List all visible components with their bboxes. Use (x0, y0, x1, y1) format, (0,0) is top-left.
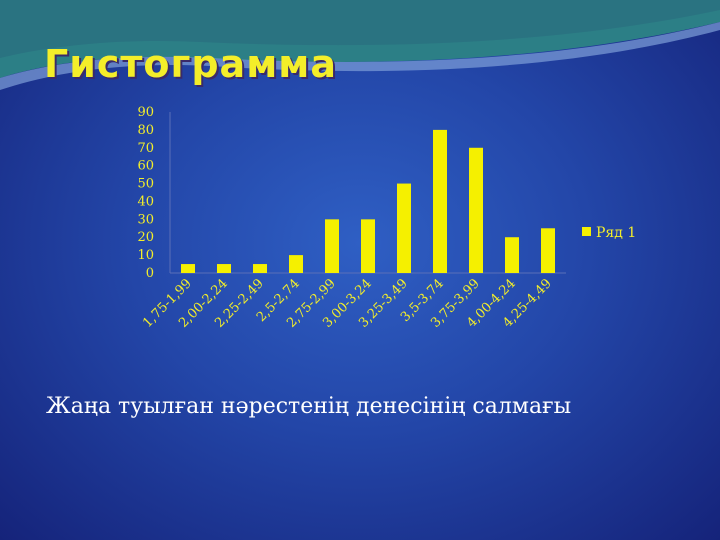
bar (505, 237, 519, 273)
y-tick-label: 50 (137, 177, 154, 192)
bar (469, 147, 483, 273)
header-decoration (0, 0, 720, 90)
bar (289, 255, 303, 273)
bar (253, 264, 267, 273)
bar (361, 219, 375, 273)
y-tick-label: 10 (137, 248, 154, 263)
x-axis-labels: 1,75-1,992,00-2,242,25-2,492,5-2,742,75-… (140, 276, 555, 331)
bar (397, 183, 411, 273)
bar (433, 129, 447, 273)
legend-swatch (582, 227, 591, 236)
bar (325, 219, 339, 273)
y-tick-label: 70 (137, 141, 154, 156)
y-tick-label: 20 (137, 230, 154, 245)
y-tick-label: 40 (137, 194, 154, 209)
legend: Ряд 1 (582, 225, 636, 241)
slide-title: Гистограмма (44, 42, 337, 86)
y-tick-label: 60 (137, 159, 154, 174)
y-tick-label: 30 (137, 212, 154, 227)
bar (217, 264, 231, 273)
slide-caption: Жаңа туылған нәрестенің денесінің салмағ… (46, 394, 572, 419)
bar (541, 228, 555, 273)
y-axis-ticks: 0 10 20 30 40 50 60 70 80 90 (137, 105, 154, 281)
bars (181, 129, 555, 273)
legend-label: Ряд 1 (596, 225, 636, 241)
bar (181, 264, 195, 273)
y-tick-label: 90 (137, 105, 154, 120)
y-tick-label: 0 (146, 266, 154, 281)
y-tick-label: 80 (137, 123, 154, 138)
